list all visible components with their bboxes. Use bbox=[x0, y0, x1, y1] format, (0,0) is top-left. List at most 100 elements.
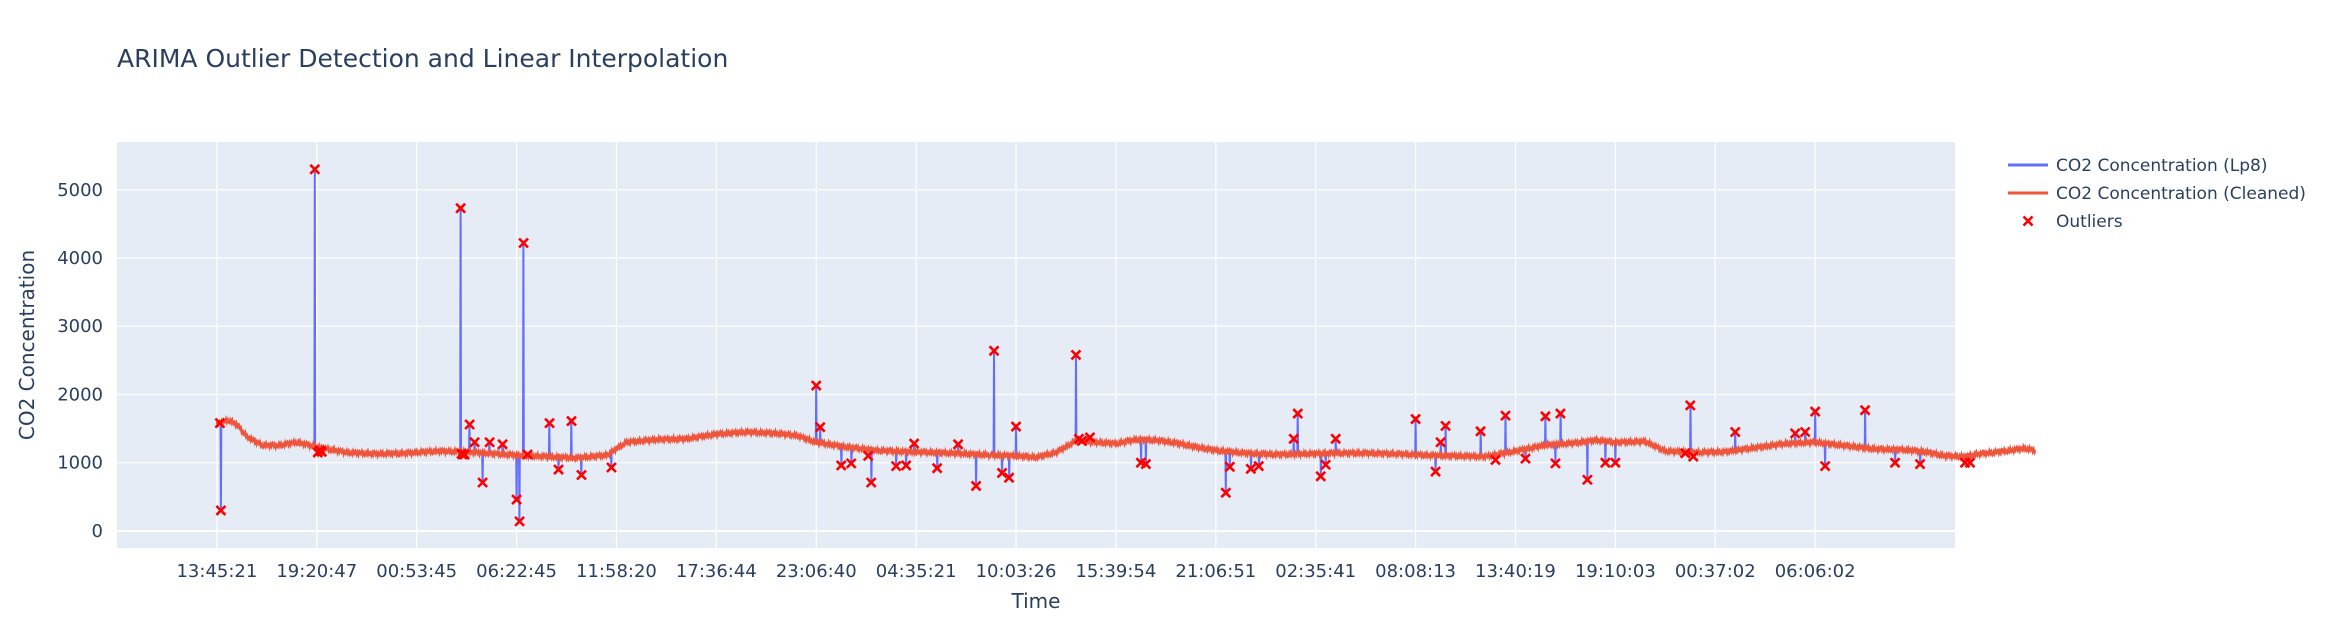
outlier-marker bbox=[1245, 463, 1257, 475]
outlier-marker bbox=[810, 380, 822, 392]
outlier-marker bbox=[576, 469, 587, 481]
legend-label: CO2 Concentration (Cleaned) bbox=[2056, 184, 2306, 204]
outlier-marker bbox=[1003, 472, 1015, 484]
outlier-marker bbox=[1440, 420, 1451, 432]
y-tick-label: 4000 bbox=[57, 248, 103, 269]
outlier-marker bbox=[1729, 426, 1741, 438]
x-tick-label: 00:53:45 bbox=[376, 561, 457, 582]
x-tick-label: 13:45:21 bbox=[176, 561, 257, 582]
y-axis-label: CO2 Concentration bbox=[15, 250, 39, 440]
outlier-marker bbox=[309, 163, 321, 175]
x-tick-label: 10:03:26 bbox=[976, 561, 1057, 582]
outlier-marker bbox=[900, 460, 912, 471]
outlier-marker bbox=[931, 462, 943, 474]
cleaned-series-line bbox=[215, 414, 2037, 465]
outlier-marker bbox=[544, 417, 555, 429]
outlier-marker bbox=[1070, 349, 1082, 361]
x-tick-label: 21:06:51 bbox=[1175, 561, 1256, 582]
outlier-marker bbox=[890, 460, 902, 472]
outlier-marker bbox=[214, 417, 226, 429]
outlier-marker bbox=[1475, 425, 1486, 437]
y-tick-label: 5000 bbox=[57, 180, 103, 201]
outlier-marker bbox=[1330, 433, 1342, 445]
outlier-marker bbox=[1253, 460, 1265, 472]
outlier-marker bbox=[459, 449, 471, 460]
outlier-marker bbox=[518, 237, 529, 249]
outlier-marker bbox=[469, 436, 481, 448]
outlier-marker bbox=[606, 462, 617, 473]
outlier-marker bbox=[1889, 457, 1901, 469]
x-tick-label: 15:39:54 bbox=[1075, 561, 1156, 582]
x-tick-label: 19:20:47 bbox=[276, 561, 357, 582]
x-tick-label: 13:40:19 bbox=[1475, 561, 1556, 582]
outlier-marker bbox=[1500, 410, 1511, 422]
y-tick-label: 3000 bbox=[57, 316, 103, 337]
grid-lines bbox=[117, 142, 1955, 548]
outlier-marker bbox=[1799, 426, 1811, 438]
outlier-marker bbox=[1224, 461, 1236, 473]
outlier-marker bbox=[1320, 459, 1332, 471]
outlier-marker bbox=[1140, 458, 1152, 470]
outlier-marker bbox=[511, 494, 522, 505]
outlier-marker bbox=[1288, 433, 1300, 445]
outlier-markers bbox=[214, 163, 1976, 527]
legend-label: Outliers bbox=[2056, 212, 2123, 232]
y-tick-label: 1000 bbox=[57, 453, 103, 474]
outlier-marker bbox=[477, 477, 489, 488]
outlier-marker bbox=[1076, 435, 1088, 447]
outlier-marker bbox=[1555, 408, 1566, 419]
y-tick-label: 0 bbox=[92, 521, 103, 542]
outlier-marker bbox=[457, 449, 469, 460]
outlier-marker bbox=[316, 446, 328, 458]
outlier-marker bbox=[1684, 399, 1696, 411]
outlier-marker bbox=[862, 450, 874, 462]
outlier-marker bbox=[1084, 432, 1096, 443]
x-tick-label: 06:22:45 bbox=[476, 561, 557, 582]
outlier-marker bbox=[1789, 427, 1801, 439]
outlier-marker bbox=[464, 419, 476, 430]
outlier-marker bbox=[835, 460, 847, 471]
outlier-marker bbox=[514, 515, 525, 527]
x-tick-label: 08:08:13 bbox=[1375, 561, 1456, 582]
plot-background bbox=[117, 142, 1955, 548]
outlier-marker bbox=[1859, 404, 1871, 416]
outlier-marker bbox=[553, 464, 564, 475]
outlier-marker bbox=[215, 505, 227, 516]
outlier-marker bbox=[1435, 436, 1446, 448]
outlier-marker bbox=[1010, 421, 1022, 432]
axis-ticks: 0 1000 2000 3000 4000 5000 13:45:21 19:20:47 00:… bbox=[57, 180, 1855, 582]
x-tick-label: 06:06:02 bbox=[1775, 561, 1856, 582]
outlier-marker bbox=[845, 457, 857, 469]
outlier-marker bbox=[1687, 451, 1699, 462]
outlier-marker bbox=[1550, 457, 1561, 469]
outlier-marker bbox=[1520, 453, 1531, 465]
series-line-cleaned bbox=[215, 414, 2037, 465]
x-tick-label: 04:35:21 bbox=[876, 561, 957, 582]
outlier-marker bbox=[952, 438, 964, 450]
outlier-marker bbox=[1964, 457, 1976, 469]
x-axis-label: Time bbox=[1011, 589, 1061, 613]
outlier-marker bbox=[865, 477, 877, 488]
outlier-marker bbox=[522, 449, 533, 460]
outlier-marker bbox=[1914, 458, 1926, 470]
chart-title: ARIMA Outlier Detection and Linear Inter… bbox=[117, 44, 729, 73]
legend-swatch-outliers bbox=[2022, 215, 2034, 227]
outlier-marker bbox=[814, 421, 826, 433]
outlier-marker bbox=[1599, 457, 1611, 469]
outlier-marker bbox=[970, 480, 982, 492]
outlier-marker bbox=[1679, 447, 1691, 459]
outlier-marker bbox=[1292, 408, 1304, 419]
x-tick-label: 19:10:03 bbox=[1575, 561, 1656, 582]
x-tick-label: 02:35:41 bbox=[1275, 561, 1356, 582]
x-tick-label: 11:58:20 bbox=[576, 561, 657, 582]
outlier-marker bbox=[1809, 406, 1821, 417]
outlier-marker bbox=[908, 438, 920, 450]
outlier-marker bbox=[1410, 413, 1422, 425]
outlier-marker bbox=[1609, 457, 1621, 469]
outlier-marker bbox=[455, 202, 467, 214]
outlier-marker bbox=[1819, 460, 1831, 472]
legend: CO2 Concentration (Lp8) CO2 Concentration… bbox=[2008, 156, 2306, 232]
outlier-marker bbox=[988, 345, 1000, 357]
y-tick-label: 2000 bbox=[57, 384, 103, 405]
